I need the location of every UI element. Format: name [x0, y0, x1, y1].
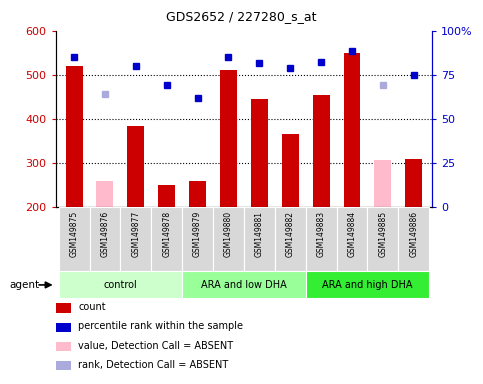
Bar	[275, 207, 306, 271]
Bar	[405, 159, 422, 207]
Bar	[58, 207, 89, 271]
Bar	[374, 160, 391, 207]
Text: control: control	[103, 280, 137, 290]
Text: value, Detection Call = ABSENT: value, Detection Call = ABSENT	[78, 341, 233, 351]
Bar	[398, 207, 429, 271]
Text: GSM149883: GSM149883	[317, 210, 326, 257]
Text: GSM149885: GSM149885	[378, 210, 387, 257]
Text: GSM149875: GSM149875	[70, 210, 79, 257]
Text: rank, Detection Call = ABSENT: rank, Detection Call = ABSENT	[78, 360, 228, 370]
Text: agent: agent	[10, 280, 40, 290]
Text: ARA and high DHA: ARA and high DHA	[322, 280, 412, 290]
Bar	[368, 207, 398, 271]
Text: GSM149881: GSM149881	[255, 210, 264, 257]
Text: percentile rank within the sample: percentile rank within the sample	[78, 321, 243, 331]
Bar	[158, 185, 175, 207]
Bar	[56, 361, 71, 370]
Bar	[151, 207, 182, 271]
Bar	[182, 207, 213, 271]
Bar	[282, 134, 298, 207]
Bar	[251, 99, 268, 207]
Bar	[182, 271, 306, 298]
Bar	[220, 70, 237, 207]
Bar	[56, 303, 71, 313]
Text: ARA and low DHA: ARA and low DHA	[201, 280, 287, 290]
Bar	[66, 66, 83, 207]
Bar	[244, 207, 275, 271]
Bar	[89, 207, 120, 271]
Bar	[56, 323, 71, 332]
Bar	[189, 181, 206, 207]
Text: GSM149877: GSM149877	[131, 210, 141, 257]
Text: GDS2652 / 227280_s_at: GDS2652 / 227280_s_at	[166, 10, 317, 23]
Text: GSM149879: GSM149879	[193, 210, 202, 257]
Bar	[97, 181, 114, 207]
Bar	[343, 53, 360, 207]
Text: GSM149884: GSM149884	[347, 210, 356, 257]
Text: GSM149886: GSM149886	[409, 210, 418, 257]
Bar	[128, 126, 144, 207]
Text: GSM149882: GSM149882	[286, 210, 295, 257]
Text: count: count	[78, 302, 106, 312]
Text: GSM149876: GSM149876	[100, 210, 110, 257]
Bar	[120, 207, 151, 271]
Text: GSM149878: GSM149878	[162, 210, 171, 257]
Bar	[337, 207, 368, 271]
Bar	[313, 95, 329, 207]
Bar	[58, 271, 182, 298]
Bar	[306, 271, 429, 298]
Bar	[306, 207, 337, 271]
Bar	[213, 207, 244, 271]
Bar	[56, 342, 71, 351]
Text: GSM149880: GSM149880	[224, 210, 233, 257]
